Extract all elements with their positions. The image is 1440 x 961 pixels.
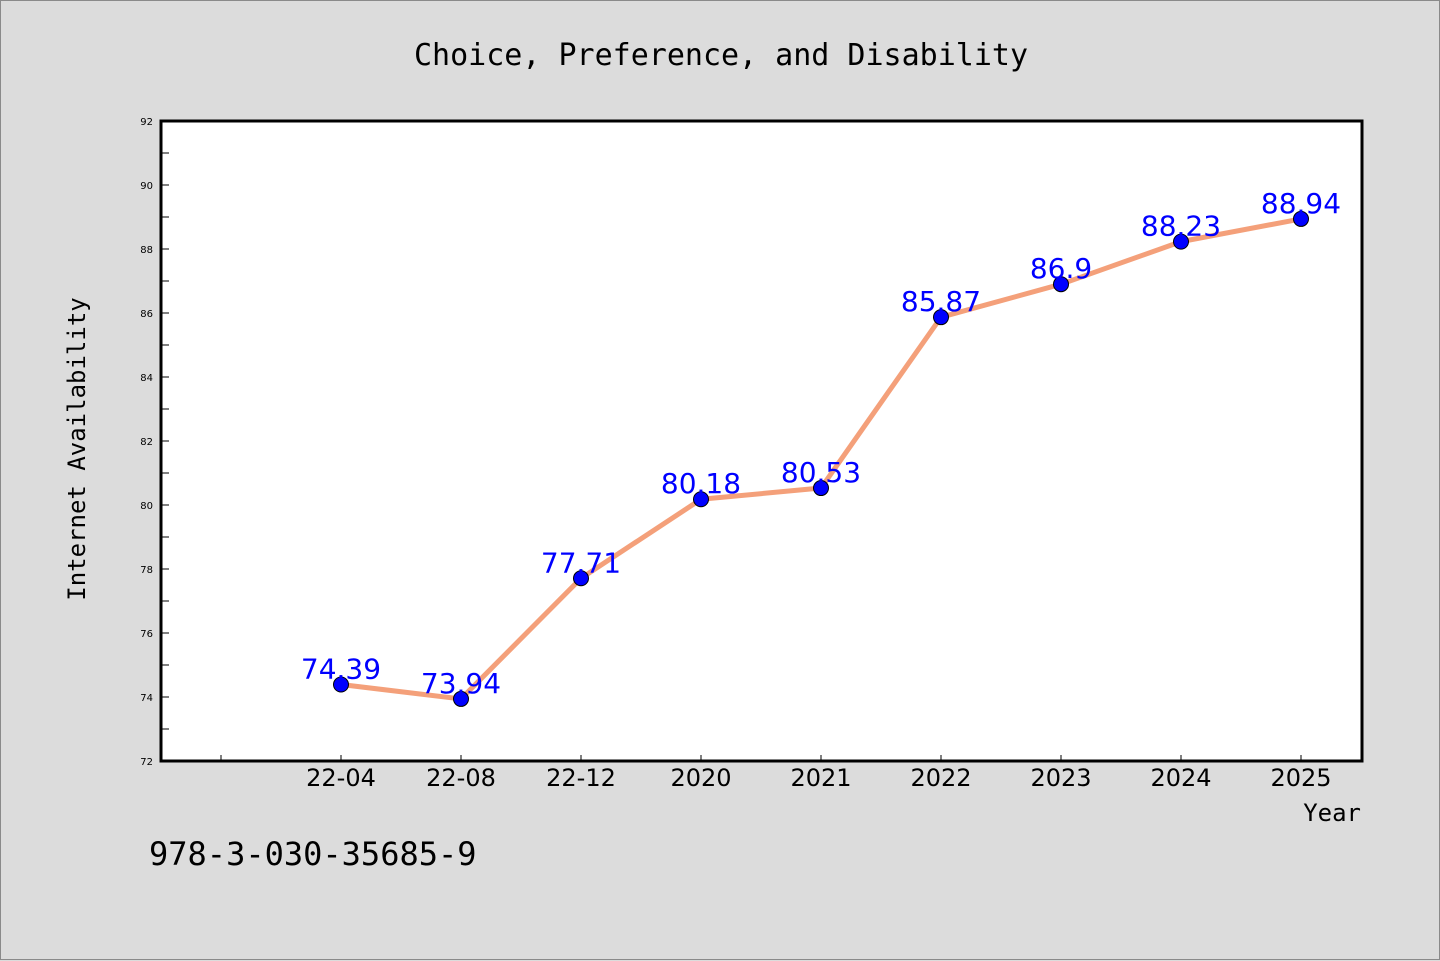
data-label: 80.18 xyxy=(661,467,741,500)
data-point xyxy=(453,690,469,707)
x-tick-label: 2024 xyxy=(1150,764,1211,792)
y-tick-label: 84 xyxy=(140,373,153,384)
y-tick-label: 80 xyxy=(140,501,153,512)
data-label: 86.9 xyxy=(1030,252,1092,285)
y-tick-label: 86 xyxy=(140,309,153,320)
y-axis-ticks: 72 74 76 78 80 82 84 86 88 90 92 xyxy=(140,117,169,768)
plot-area xyxy=(159,119,1364,763)
data-point xyxy=(813,480,829,497)
data-label: 85.87 xyxy=(901,285,981,318)
x-tick-label: 22-04 xyxy=(306,764,376,792)
y-tick-label: 90 xyxy=(140,181,153,192)
x-axis-label: Year xyxy=(1303,799,1361,827)
x-tick-label: 2020 xyxy=(670,764,731,792)
y-tick-label: 88 xyxy=(140,245,153,256)
x-tick-label: 22-08 xyxy=(426,764,496,792)
data-point xyxy=(573,570,589,587)
x-tick-label: 2021 xyxy=(790,764,851,792)
data-point xyxy=(333,676,349,693)
data-label: 74.39 xyxy=(301,653,381,686)
data-labels-group: 74.39 73.94 77.71 80.18 80.53 85.87 86.9 88.23 8… xyxy=(301,187,1341,700)
y-axis-label: Internet Availability xyxy=(63,297,91,600)
data-point xyxy=(1293,210,1309,227)
data-label: 88.94 xyxy=(1261,187,1341,220)
data-point xyxy=(1173,233,1189,250)
data-points-group xyxy=(333,210,1309,707)
data-label: 77.71 xyxy=(541,546,621,579)
y-tick-label: 78 xyxy=(140,565,153,576)
x-axis-ticks: 22-04 22-08 22-12 2020 2021 2022 2023 2024 2025 xyxy=(220,755,1332,792)
y-tick-label: 72 xyxy=(140,757,153,768)
y-tick-label: 82 xyxy=(140,437,153,448)
data-point xyxy=(1053,276,1069,293)
data-point xyxy=(933,309,949,326)
data-label: 73.94 xyxy=(421,667,501,700)
chart-title: Choice, Preference, and Disability xyxy=(414,38,1028,73)
x-tick-label: 22-12 xyxy=(546,764,616,792)
data-label: 80.53 xyxy=(781,456,861,489)
x-tick-label: 2022 xyxy=(910,764,971,792)
y-tick-label: 74 xyxy=(140,693,153,704)
footer-code: 978-3-030-35685-9 xyxy=(149,835,477,873)
x-tick-label: 2023 xyxy=(1030,764,1091,792)
data-point xyxy=(693,491,709,508)
y-tick-label: 92 xyxy=(140,117,153,128)
y-tick-label: 76 xyxy=(140,629,153,640)
data-label: 88.23 xyxy=(1141,210,1221,243)
x-tick-label: 2025 xyxy=(1270,764,1331,792)
